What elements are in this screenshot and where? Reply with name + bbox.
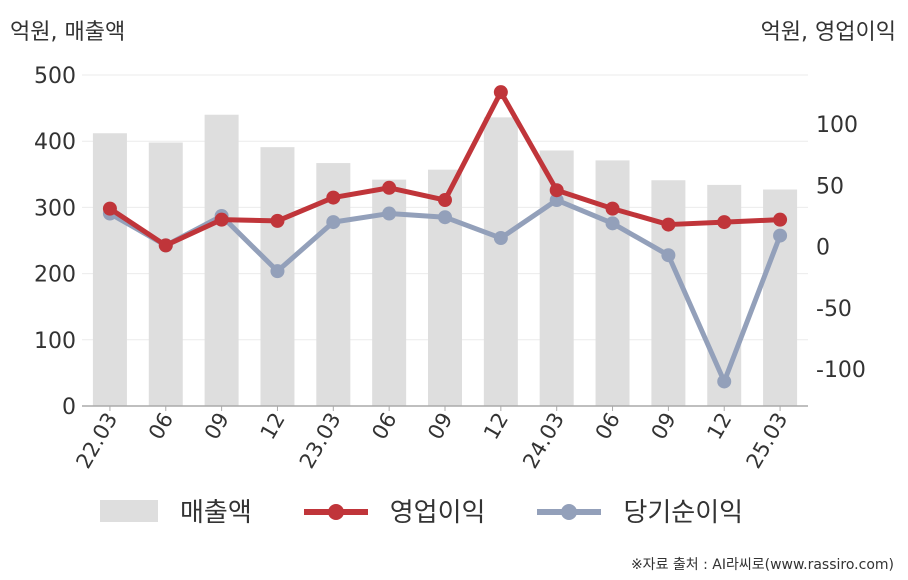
x-tick-label: 12 <box>479 409 513 444</box>
left-tick-label: 0 <box>62 395 76 420</box>
x-tick-label: 06 <box>367 409 401 444</box>
x-tick-label: 06 <box>591 409 625 444</box>
left-axis-unit: 억원, 매출액 <box>10 20 126 45</box>
x-tick-label: 09 <box>647 409 681 444</box>
net-income-point <box>493 231 508 246</box>
right-tick-label: 0 <box>816 236 830 261</box>
revenue-bar <box>483 117 518 407</box>
right-tick-label: -100 <box>816 358 866 383</box>
left-tick-label: 200 <box>34 263 76 288</box>
revenue-bars <box>92 114 798 407</box>
legend-label-operating-profit: 영업이익 <box>389 498 486 528</box>
x-tick-label: 12 <box>702 409 736 444</box>
source-credit: ※자료 출처 : AI라씨로(www.rassiro.com) <box>630 557 894 573</box>
revenue-bar <box>148 142 183 407</box>
x-tick-label: 12 <box>256 409 290 444</box>
net-income-point <box>605 216 620 231</box>
revenue-bar <box>651 180 686 406</box>
legend-label-revenue: 매출액 <box>180 498 252 528</box>
operating-profit-point <box>326 190 341 205</box>
operating-profit-point <box>717 215 732 230</box>
net-income-point <box>717 374 732 389</box>
right-axis-unit: 억원, 영업이익 <box>760 20 896 45</box>
left-tick-label: 100 <box>34 329 76 354</box>
right-tick-label: -50 <box>816 297 852 322</box>
x-tick-label: 24.03 <box>518 409 569 473</box>
legend-swatch-revenue <box>100 499 158 522</box>
x-tick-label: 23.03 <box>295 409 346 473</box>
x-tick-label: 06 <box>144 409 178 444</box>
x-tick-label: 25.03 <box>742 409 793 473</box>
operating-profit-point <box>382 180 397 195</box>
right-tick-label: 100 <box>816 113 858 138</box>
net-income-point <box>438 210 452 225</box>
revenue-bar <box>595 160 630 406</box>
legend-swatch-net-income <box>537 500 602 522</box>
x-tick-label: 22.03 <box>71 409 122 473</box>
legend-swatch-operating-profit <box>303 500 368 522</box>
operating-profit-point <box>605 201 620 216</box>
left-tick-label: 500 <box>34 64 76 89</box>
operating-profit-point <box>773 212 788 227</box>
right-tick-label: 50 <box>816 174 844 199</box>
operating-profit-point <box>438 193 452 208</box>
net-income-point <box>382 206 397 221</box>
legend-item-revenue[interactable]: 매출액 <box>100 492 252 529</box>
axis-layer <box>82 405 808 411</box>
net-income-point <box>549 193 564 208</box>
net-income-point <box>270 264 285 279</box>
net-income-point <box>661 248 676 263</box>
x-tick-label: 09 <box>423 409 457 444</box>
operating-profit-point <box>549 183 564 198</box>
operating-profit-point <box>661 217 676 232</box>
revenue-bar <box>92 133 127 407</box>
legend: 매출액 영업이익 당기순이익 <box>100 492 795 529</box>
net-income-point <box>773 228 788 243</box>
operating-profit-point <box>102 201 117 216</box>
legend-item-net-income[interactable]: 당기순이익 <box>537 492 743 529</box>
profit-lines <box>102 85 788 389</box>
legend-label-net-income: 당기순이익 <box>623 498 744 528</box>
operating-profit-point <box>270 213 285 228</box>
x-tick-label: 09 <box>200 409 234 444</box>
net-income-point <box>326 215 341 230</box>
left-tick-label: 300 <box>34 196 76 221</box>
revenue-bar <box>428 169 462 406</box>
operating-profit-point <box>158 238 173 253</box>
revenue-bar <box>204 114 239 406</box>
operating-profit-point <box>214 212 229 227</box>
operating-profit-point <box>493 85 508 100</box>
left-tick-label: 400 <box>34 130 76 155</box>
legend-item-operating-profit[interactable]: 영업이익 <box>303 492 486 529</box>
